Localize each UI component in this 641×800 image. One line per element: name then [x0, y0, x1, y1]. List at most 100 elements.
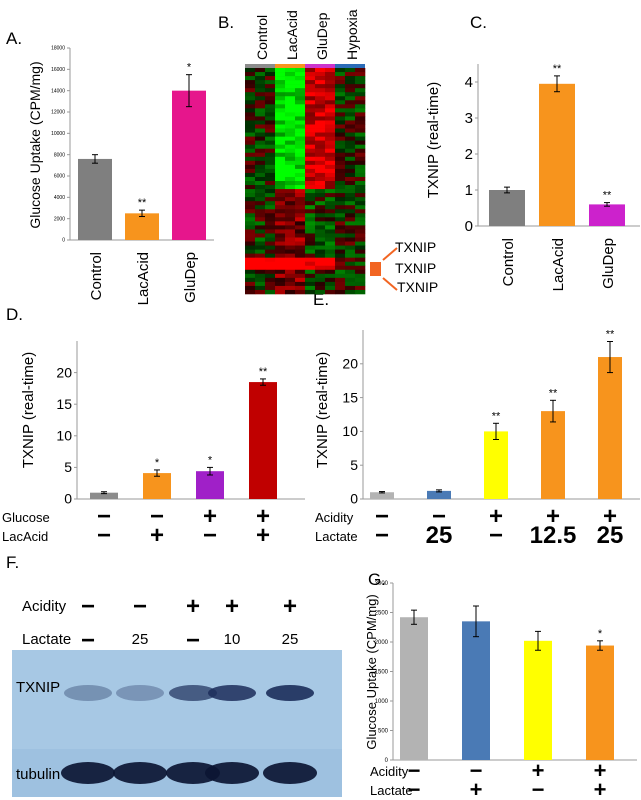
heatmap-cell: [335, 80, 346, 85]
y-axis-title: Glucose Uptake (CPM/mg): [364, 594, 379, 749]
heatmap-cell: [285, 257, 296, 263]
y-tick-label: 14000: [51, 88, 65, 94]
bar: [586, 645, 614, 760]
heatmap-cell: [355, 277, 366, 283]
heatmap-cell: [255, 80, 266, 85]
condition-symbol: −: [408, 777, 421, 800]
heatmap-cell: [255, 249, 266, 254]
condition-row-label: Lactate: [370, 783, 413, 798]
heatmap-cell: [295, 176, 306, 182]
heatmap-cell: [305, 132, 316, 137]
heatmap-cell: [245, 205, 256, 210]
heatmap-cell: [245, 269, 256, 275]
heatmap-cell: [305, 108, 316, 113]
heatmap-cell: [315, 261, 326, 267]
heatmap-cell: [265, 160, 276, 166]
heatmap-cell: [295, 92, 306, 97]
heatmap-cell: [265, 100, 276, 105]
heatmap-cell: [285, 289, 296, 295]
heatmap-cell: [295, 136, 306, 141]
heatmap-cell: [305, 152, 316, 158]
heatmap-cell: [295, 285, 306, 291]
heatmap-cell: [285, 253, 296, 258]
heatmap-cell: [275, 253, 286, 258]
heatmap-cell: [335, 181, 346, 186]
txnip-marker-1: TXNIP: [395, 239, 436, 255]
heatmap-cell: [345, 237, 356, 242]
heatmap-cell: [285, 148, 296, 154]
heatmap-cell: [295, 189, 306, 194]
heatmap-cell: [245, 116, 256, 121]
significance-label: **: [553, 63, 562, 75]
heatmap-cell: [275, 189, 286, 194]
heatmap-cell: [245, 225, 256, 230]
bar: [462, 621, 490, 760]
heatmap-cell: [285, 68, 296, 73]
heatmap-cell: [265, 68, 276, 73]
panel-label-g: G.: [368, 570, 386, 589]
heatmap-cell: [265, 269, 276, 275]
heatmap-cell: [255, 205, 266, 210]
blot-tubulin-band: [166, 762, 220, 784]
heatmap-cell: [355, 229, 366, 234]
heatmap-cell: [295, 124, 306, 129]
heatmap-cell: [345, 193, 356, 198]
heatmap-cell: [265, 116, 276, 121]
heatmap-cell: [245, 221, 256, 226]
heatmap-cell: [245, 148, 256, 154]
heatmap-cell: [315, 229, 326, 234]
heatmap-cell: [275, 237, 286, 242]
heatmap-cell: [265, 245, 276, 250]
condition-symbol: −: [470, 758, 483, 783]
heatmap-cell: [355, 132, 366, 137]
heatmap-cell: [245, 217, 256, 222]
heatmap-cell: [275, 201, 286, 206]
heatmap-cell: [245, 285, 256, 291]
heatmap-cell: [255, 217, 266, 222]
heatmap-cell: [255, 88, 266, 93]
heatmap-cell: [255, 241, 266, 246]
heatmap-cell: [285, 152, 296, 158]
heatmap-cell: [245, 96, 256, 101]
y-tick-label: 20: [342, 355, 358, 371]
heatmap-cell: [345, 120, 356, 125]
heatmap-cell: [245, 209, 256, 214]
heatmap-cell: [315, 140, 326, 145]
heatmap-cell: [295, 80, 306, 85]
heatmap-cell: [305, 257, 316, 263]
heatmap-cell: [345, 116, 356, 121]
heatmap-cell: [345, 209, 356, 214]
y-tick-label: 4000: [54, 195, 65, 201]
heatmap-cell: [275, 76, 286, 81]
heatmap-cell: [355, 217, 366, 222]
heatmap-cell: [265, 201, 276, 206]
heatmap-cell: [285, 273, 296, 279]
heatmap-cell: [305, 176, 316, 182]
heatmap-cell: [345, 76, 356, 81]
heatmap-cell: [325, 209, 336, 214]
heatmap-cell: [315, 181, 326, 186]
heatmap-cell: [345, 257, 356, 263]
heatmap-cell: [355, 281, 366, 287]
blot-tubulin-band: [205, 762, 259, 784]
heatmap-cell: [345, 152, 356, 158]
heatmap-cell: [325, 237, 336, 242]
heatmap-cell: [245, 132, 256, 137]
heatmap-cell: [275, 168, 286, 174]
heatmap-cell: [295, 225, 306, 230]
heatmap-cell: [355, 80, 366, 85]
heatmap-cell: [325, 193, 336, 198]
panel-a-chart: 0 2000 4000 6000 8000 10000 12000 14000 16000 180…: [27, 46, 214, 305]
heatmap-cell: [275, 205, 286, 210]
heatmap-cell: [245, 72, 256, 77]
heatmap-cell: [315, 92, 326, 97]
txnip-marker-line-top: [382, 247, 398, 261]
heatmap-cell: [345, 140, 356, 145]
category-label: GluDep: [182, 252, 199, 303]
heatmap-cell: [245, 257, 256, 263]
heatmap-cell: [295, 84, 306, 89]
panel-label-c: C.: [470, 13, 487, 32]
heatmap-cell: [305, 124, 316, 129]
heatmap-cell: [325, 80, 336, 85]
heatmap-cell: [335, 140, 346, 145]
